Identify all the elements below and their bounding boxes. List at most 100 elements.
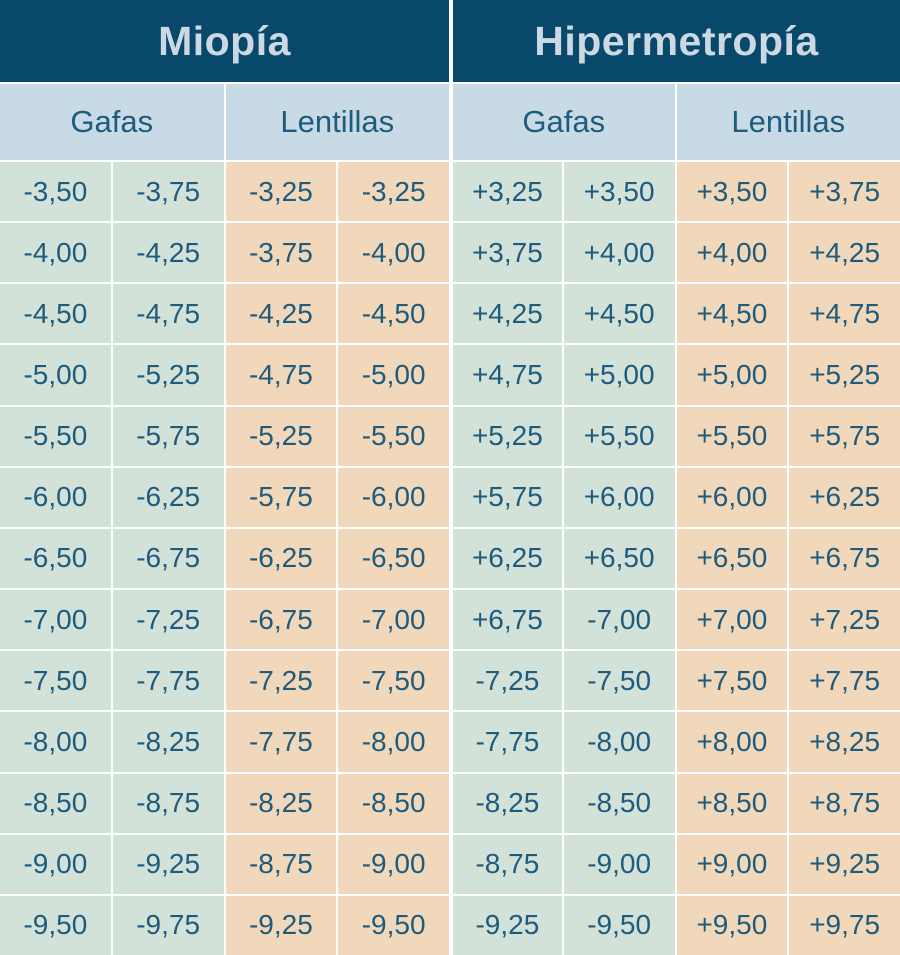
value-cell: -9,00 bbox=[338, 834, 449, 894]
value-cell: +5,75 bbox=[789, 406, 900, 466]
value-cell: -4,75 bbox=[112, 284, 224, 344]
value-cell: -9,25 bbox=[112, 834, 224, 894]
value-cell: -8,00 bbox=[563, 712, 675, 772]
value-cell: -5,00 bbox=[0, 345, 111, 405]
value-cell: -4,00 bbox=[0, 223, 111, 283]
value-cell: -3,25 bbox=[338, 162, 449, 222]
value-cell: +6,25 bbox=[789, 467, 900, 527]
value-cell: -8,25 bbox=[112, 712, 224, 772]
value-cell: -9,25 bbox=[451, 895, 562, 955]
value-cell: -8,75 bbox=[451, 834, 562, 894]
value-cell: +4,50 bbox=[676, 284, 788, 344]
value-cell: -5,75 bbox=[225, 467, 337, 527]
value-cell: -5,25 bbox=[112, 345, 224, 405]
value-cell: -7,75 bbox=[451, 712, 562, 772]
value-cell: +3,25 bbox=[451, 162, 562, 222]
value-cell: -8,50 bbox=[0, 773, 111, 833]
value-cell: -8,50 bbox=[338, 773, 449, 833]
value-cell: +6,25 bbox=[451, 528, 562, 589]
value-cell: -6,50 bbox=[0, 528, 111, 589]
value-cell: +7,00 bbox=[676, 590, 788, 650]
value-cell: +4,75 bbox=[451, 345, 562, 405]
value-cell: -6,75 bbox=[225, 590, 337, 650]
value-cell: -4,00 bbox=[338, 223, 449, 283]
value-cell: +6,75 bbox=[451, 590, 562, 650]
value-cell: +6,50 bbox=[676, 528, 788, 589]
value-cell: -5,50 bbox=[338, 406, 449, 466]
value-cell: +3,50 bbox=[563, 162, 675, 222]
value-cell: +6,50 bbox=[563, 528, 675, 589]
value-cell: -8,00 bbox=[338, 712, 449, 772]
value-cell: +3,75 bbox=[789, 162, 900, 222]
value-cell: -8,75 bbox=[225, 834, 337, 894]
value-cell: +7,25 bbox=[789, 590, 900, 650]
value-cell: +7,75 bbox=[789, 651, 900, 711]
value-cell: -9,75 bbox=[112, 895, 224, 955]
value-cell: +5,50 bbox=[563, 406, 675, 466]
value-cell: +5,25 bbox=[451, 406, 562, 466]
value-cell: +9,75 bbox=[789, 895, 900, 955]
value-cell: -6,00 bbox=[0, 467, 111, 527]
value-cell: -8,25 bbox=[451, 773, 562, 833]
value-cell: -5,75 bbox=[112, 406, 224, 466]
value-cell: -9,50 bbox=[0, 895, 111, 955]
value-cell: -7,50 bbox=[0, 651, 111, 711]
value-cell: -6,50 bbox=[338, 528, 449, 589]
value-cell: -8,75 bbox=[112, 773, 224, 833]
value-cell: -8,00 bbox=[0, 712, 111, 772]
value-cell: +5,25 bbox=[789, 345, 900, 405]
value-cell: +6,00 bbox=[676, 467, 788, 527]
value-cell: +5,50 bbox=[676, 406, 788, 466]
value-cell: -4,75 bbox=[225, 345, 337, 405]
value-cell: -3,25 bbox=[225, 162, 337, 222]
value-cell: -9,00 bbox=[563, 834, 675, 894]
value-cell: +4,75 bbox=[789, 284, 900, 344]
value-cell: -6,25 bbox=[225, 528, 337, 589]
value-cell: +4,00 bbox=[563, 223, 675, 283]
value-cell: +4,25 bbox=[451, 284, 562, 344]
value-cell: -3,75 bbox=[112, 162, 224, 222]
value-cell: +6,00 bbox=[563, 467, 675, 527]
value-cell: -7,00 bbox=[338, 590, 449, 650]
value-cell: +8,25 bbox=[789, 712, 900, 772]
value-cell: +8,50 bbox=[676, 773, 788, 833]
value-cell: +5,00 bbox=[676, 345, 788, 405]
value-cell: +5,00 bbox=[563, 345, 675, 405]
value-cell: +3,75 bbox=[451, 223, 562, 283]
value-cell: -7,50 bbox=[563, 651, 675, 711]
value-cell: +4,50 bbox=[563, 284, 675, 344]
value-cell: +9,50 bbox=[676, 895, 788, 955]
section-title-miopia: Miopía bbox=[0, 0, 449, 82]
value-cell: -6,25 bbox=[112, 467, 224, 527]
value-cell: -7,25 bbox=[112, 590, 224, 650]
value-cell: -4,25 bbox=[112, 223, 224, 283]
value-cell: -3,75 bbox=[225, 223, 337, 283]
value-cell: +5,75 bbox=[451, 467, 562, 527]
value-cell: -4,50 bbox=[0, 284, 111, 344]
value-cell: -3,50 bbox=[0, 162, 111, 222]
value-cell: -5,50 bbox=[0, 406, 111, 466]
value-cell: +4,25 bbox=[789, 223, 900, 283]
value-cell: -7,75 bbox=[112, 651, 224, 711]
value-cell: +7,50 bbox=[676, 651, 788, 711]
value-cell: +6,75 bbox=[789, 528, 900, 589]
value-cell: -8,50 bbox=[563, 773, 675, 833]
value-cell: -6,00 bbox=[338, 467, 449, 527]
hipermetropia-lentillas-header: Lentillas bbox=[676, 84, 900, 160]
value-cell: -4,50 bbox=[338, 284, 449, 344]
value-cell: -9,50 bbox=[563, 895, 675, 955]
value-cell: -7,75 bbox=[225, 712, 337, 772]
value-cell: -7,00 bbox=[0, 590, 111, 650]
hipermetropia-gafas-header: Gafas bbox=[451, 84, 675, 160]
value-cell: +9,25 bbox=[789, 834, 900, 894]
value-cell: +3,50 bbox=[676, 162, 788, 222]
value-cell: +4,00 bbox=[676, 223, 788, 283]
value-cell: +8,00 bbox=[676, 712, 788, 772]
value-cell: -7,50 bbox=[338, 651, 449, 711]
section-title-hipermetropia: Hipermetropía bbox=[451, 0, 900, 82]
value-cell: +8,75 bbox=[789, 773, 900, 833]
value-cell: -5,25 bbox=[225, 406, 337, 466]
miopia-lentillas-header: Lentillas bbox=[225, 84, 449, 160]
value-cell: -7,00 bbox=[563, 590, 675, 650]
